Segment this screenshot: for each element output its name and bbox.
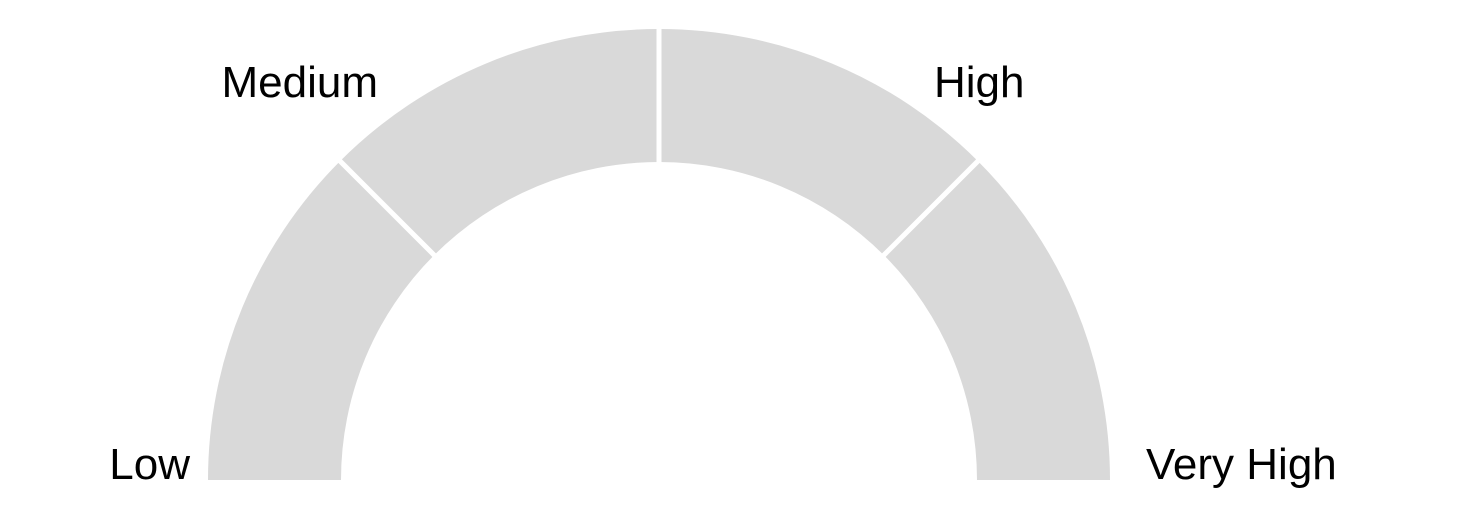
gauge-bands (208, 29, 1110, 480)
gauge-band-medium (340, 29, 659, 256)
gauge-band-high (659, 29, 978, 256)
gauge-separator (880, 157, 982, 259)
gauge-labels: Low Medium High Very High (109, 58, 1336, 489)
gauge-band-low (208, 161, 435, 480)
gauge-separators (336, 27, 982, 259)
gauge-band-very-high (883, 161, 1110, 480)
tick-label-high: High (934, 58, 1025, 107)
tick-label-low: Low (109, 440, 190, 489)
gauge-separator (336, 157, 438, 259)
tick-label-very-high: Very High (1146, 440, 1337, 489)
tick-label-medium: Medium (222, 58, 379, 107)
